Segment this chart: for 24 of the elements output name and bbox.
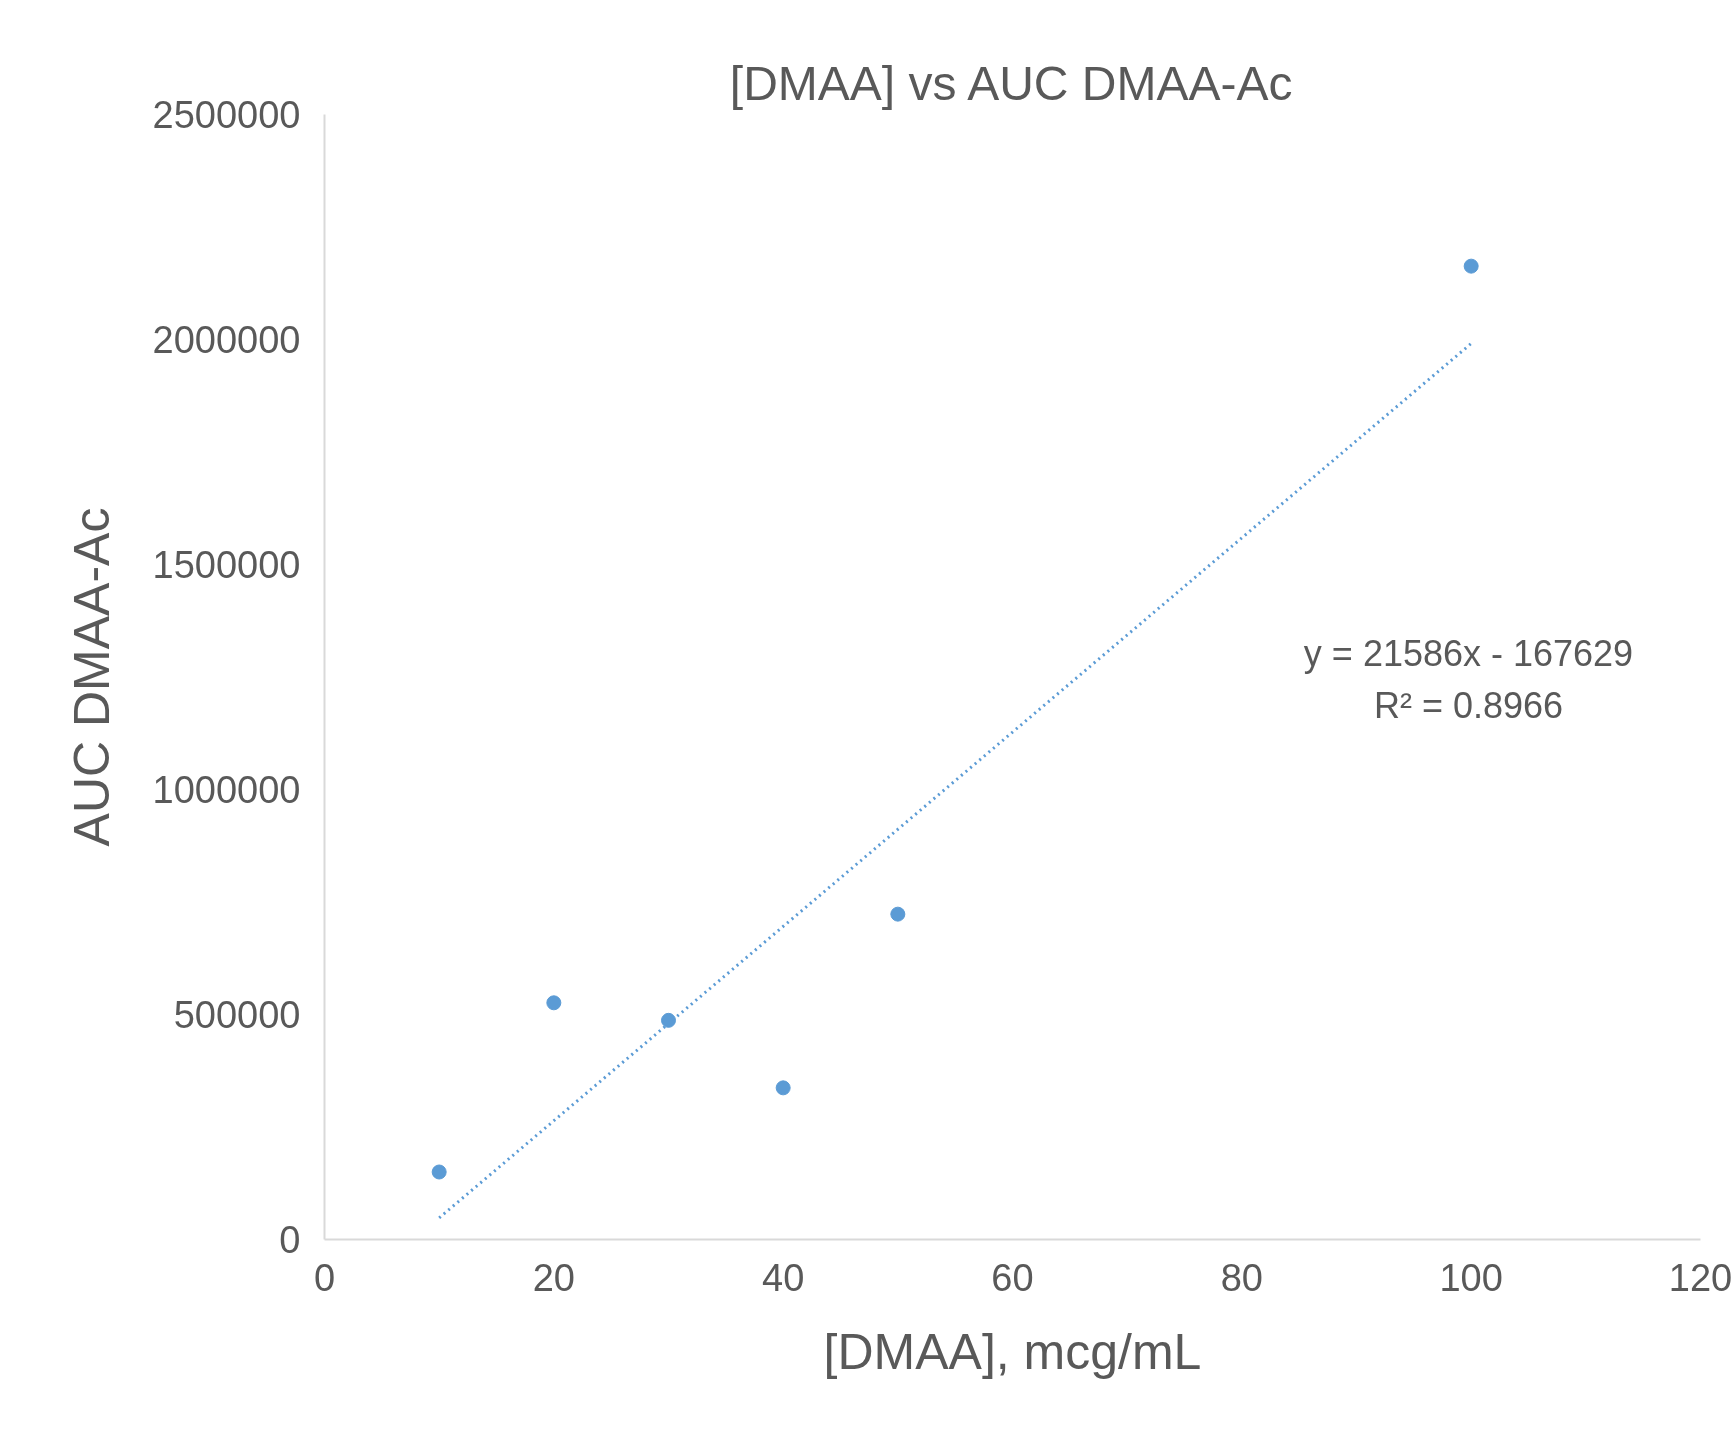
point bbox=[890, 906, 906, 922]
point bbox=[775, 1080, 791, 1096]
y-tick-label: 500000 bbox=[173, 994, 301, 1036]
x-axis-title: [DMAA], mcg/mL bbox=[823, 1323, 1202, 1380]
x-tick-label: 40 bbox=[762, 1256, 805, 1299]
annotation: R² = 0.8966 bbox=[1373, 685, 1564, 726]
annotation: y = 21586x - 167629 bbox=[1303, 633, 1634, 674]
x-tick-label: 60 bbox=[991, 1256, 1034, 1299]
y-tick-label: 2000000 bbox=[152, 319, 301, 361]
point bbox=[661, 1012, 676, 1028]
chart-title: [DMAA] vs AUC DMAA-Ac bbox=[729, 56, 1293, 110]
x-tick-label: 0 bbox=[313, 1256, 336, 1299]
point bbox=[431, 1164, 447, 1180]
y-tick-label: 2500000 bbox=[152, 94, 301, 136]
point bbox=[546, 995, 562, 1011]
point bbox=[1463, 258, 1479, 274]
y-tick-label: 1000000 bbox=[152, 769, 301, 811]
y-axis-title: AUC DMAA-Ac bbox=[63, 507, 120, 847]
x-tick-label: 20 bbox=[532, 1256, 575, 1299]
y-tick-label: 0 bbox=[279, 1219, 301, 1261]
x-tick-label: 120 bbox=[1668, 1256, 1733, 1299]
y-tick-label: 1500000 bbox=[152, 544, 301, 586]
x-tick-label: 100 bbox=[1439, 1256, 1503, 1299]
x-tick-label: 80 bbox=[1220, 1256, 1263, 1299]
